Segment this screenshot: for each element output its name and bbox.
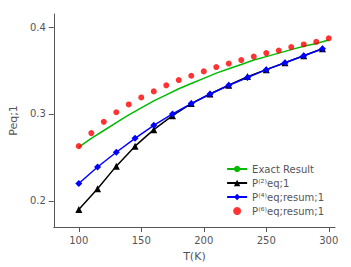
- svg-text:P⁽²⁾eq;1: P⁽²⁾eq;1: [252, 178, 289, 189]
- svg-text:Peq;1: Peq;1: [7, 105, 20, 136]
- svg-text:0.3: 0.3: [30, 108, 46, 119]
- svg-text:250: 250: [257, 235, 276, 246]
- svg-text:100: 100: [69, 235, 88, 246]
- svg-text:200: 200: [194, 235, 213, 246]
- svg-text:Exact Result: Exact Result: [252, 164, 314, 175]
- svg-text:P⁽⁶⁾eq;resum;1: P⁽⁶⁾eq;resum;1: [252, 206, 324, 217]
- svg-text:P⁽⁴⁾eq;resum;1: P⁽⁴⁾eq;resum;1: [252, 192, 324, 203]
- svg-text:0.4: 0.4: [30, 22, 46, 33]
- svg-text:T(K): T(K): [182, 250, 206, 263]
- svg-text:150: 150: [132, 235, 151, 246]
- svg-text:300: 300: [319, 235, 338, 246]
- svg-text:0.2: 0.2: [30, 195, 46, 206]
